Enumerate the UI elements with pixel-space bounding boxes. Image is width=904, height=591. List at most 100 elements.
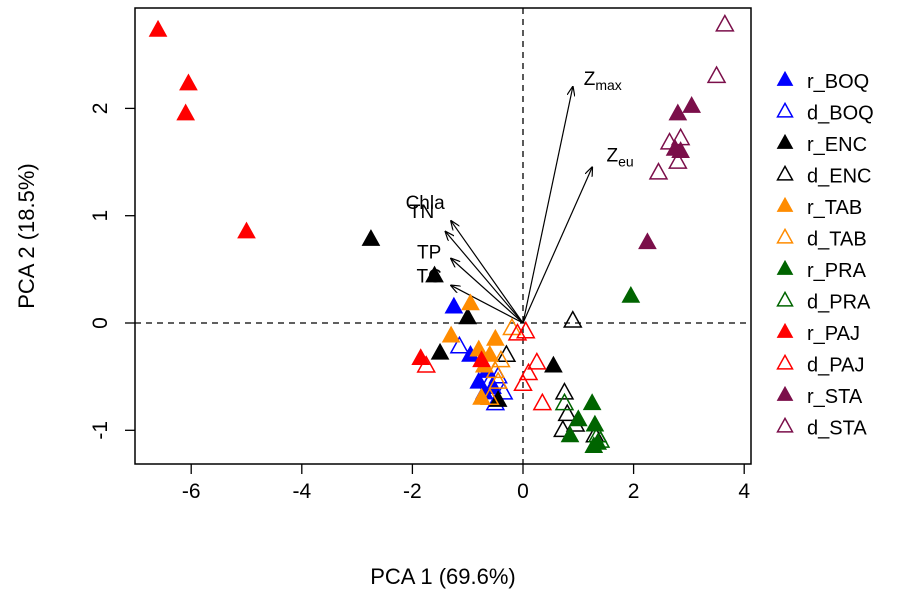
legend-label-d_PAJ: d_PAJ <box>807 355 864 377</box>
x-tick-label: 2 <box>628 480 640 503</box>
point-d_PAJ <box>527 351 547 370</box>
legend-marker-d_ENC <box>776 164 794 181</box>
vector-label-Zeu: Zeu <box>607 145 634 169</box>
point-d_PAJ <box>513 373 533 392</box>
point-r_TAB <box>480 344 500 362</box>
point-d_ENC <box>562 310 583 328</box>
legend-label-d_TAB: d_TAB <box>807 229 867 251</box>
point-r_PRA <box>582 393 602 411</box>
legend-label-d_PRA: d_PRA <box>807 292 871 314</box>
point-r_ENC <box>544 355 563 373</box>
point-d_BOQ <box>449 335 470 354</box>
point-d_STA <box>648 162 669 180</box>
point-d_PRA <box>554 392 575 411</box>
y-tick-label: -1 <box>89 421 112 440</box>
point-r_STA <box>668 103 688 121</box>
legend-label-d_ENC: d_ENC <box>807 166 871 188</box>
y-axis-label: PCA 2 (18.5%) <box>14 163 39 309</box>
y-tick-label: 1 <box>89 210 112 222</box>
y-tick-label: 0 <box>89 317 112 329</box>
point-d_PAJ <box>532 392 553 411</box>
legend-marker-d_BOQ <box>776 101 794 118</box>
point-r_TAB <box>461 293 480 311</box>
legend-marker-r_ENC <box>776 133 794 149</box>
x-axis: -6 -4 -2 0 2 4 <box>182 464 750 503</box>
point-r_PRA <box>621 285 641 303</box>
point-r_PRA <box>568 409 588 427</box>
legend-label-r_PAJ: r_PAJ <box>807 323 860 345</box>
point-r_PRA <box>585 414 605 432</box>
point-r_STA <box>682 96 702 113</box>
legend-label-r_BOQ: r_BOQ <box>807 71 869 93</box>
point-r_ENC <box>458 307 478 325</box>
point-d_ENC <box>557 403 578 422</box>
legend-marker-d_PAJ <box>776 353 794 370</box>
legend-marker-r_TAB <box>776 196 794 212</box>
vector-TN <box>446 232 524 324</box>
legend-marker-d_PRA <box>776 290 794 307</box>
vector-Zeu <box>522 167 592 324</box>
point-r_ENC <box>430 342 450 360</box>
point-r_TAB <box>441 325 461 343</box>
point-r_PAJ <box>411 348 431 366</box>
point-d_TAB <box>488 371 508 389</box>
point-r_STA <box>638 232 657 250</box>
point-d_ENC <box>553 419 573 438</box>
point-r_PAJ <box>148 19 168 37</box>
vector-Chla <box>451 221 524 324</box>
legend-marker-r_PAJ <box>776 322 794 338</box>
point-d_STA <box>668 151 688 169</box>
x-axis-label: PCA 1 (69.6%) <box>370 564 516 589</box>
point-r_PAJ <box>179 73 198 91</box>
vector-TC <box>451 285 524 324</box>
point-r_TAB <box>486 328 505 346</box>
point-r_PRA <box>560 425 580 443</box>
legend-label-d_BOQ: d_BOQ <box>807 103 874 125</box>
data-points <box>148 13 735 454</box>
vector-label-Chla: Chla <box>406 193 446 214</box>
point-d_PAJ <box>518 362 539 381</box>
point-d_PAJ <box>416 355 436 373</box>
y-axis: -1 0 1 2 <box>89 103 135 440</box>
legend-label-d_STA: d_STA <box>807 418 867 440</box>
legend-label-r_TAB: r_TAB <box>807 197 862 219</box>
legend-marker-d_STA <box>776 416 794 433</box>
point-r_ENC <box>361 229 381 246</box>
x-tick-label: -2 <box>403 480 422 503</box>
y-tick-label: 2 <box>89 103 112 115</box>
x-tick-label: 4 <box>738 480 750 503</box>
vector-TP <box>451 259 524 324</box>
vector-Zmax <box>522 87 573 324</box>
x-tick-label: -6 <box>182 480 201 503</box>
point-d_ENC <box>554 382 575 400</box>
point-r_PAJ <box>237 221 256 239</box>
point-d_STA <box>715 13 735 32</box>
plot-frame <box>134 7 752 465</box>
point-r_ENC <box>488 390 508 407</box>
point-d_BOQ <box>493 382 514 400</box>
point-d_STA <box>659 132 680 150</box>
x-tick-label: 0 <box>517 480 529 503</box>
legend-marker-d_TAB <box>776 227 794 244</box>
point-d_PAJ <box>507 323 528 341</box>
legend-marker-r_BOQ <box>776 70 794 86</box>
vector-label-TP: TP <box>417 243 441 264</box>
vector-label-Zmax: Zmax <box>584 69 622 93</box>
legend-label-r_PRA: r_PRA <box>807 260 867 282</box>
point-r_PAJ <box>176 103 196 121</box>
point-d_TAB <box>491 349 511 368</box>
point-d_TAB <box>480 387 500 405</box>
point-d_PAJ <box>515 320 536 339</box>
legend-marker-r_STA <box>776 385 794 401</box>
reference-lines <box>135 8 751 464</box>
legend-label-r_ENC: r_ENC <box>807 134 867 156</box>
point-r_TAB <box>469 339 489 357</box>
point-r_BOQ <box>444 296 464 314</box>
legend-label-r_STA: r_STA <box>807 386 863 408</box>
point-d_STA <box>670 127 691 146</box>
point-r_ENC <box>425 265 444 283</box>
point-d_TAB <box>485 360 506 379</box>
legend-marker-r_PRA <box>776 259 794 275</box>
legend: r_BOQ d_BOQ r_ENC d_ENC r_TAB d_TAB r_PRA d_PRA… <box>776 70 874 440</box>
